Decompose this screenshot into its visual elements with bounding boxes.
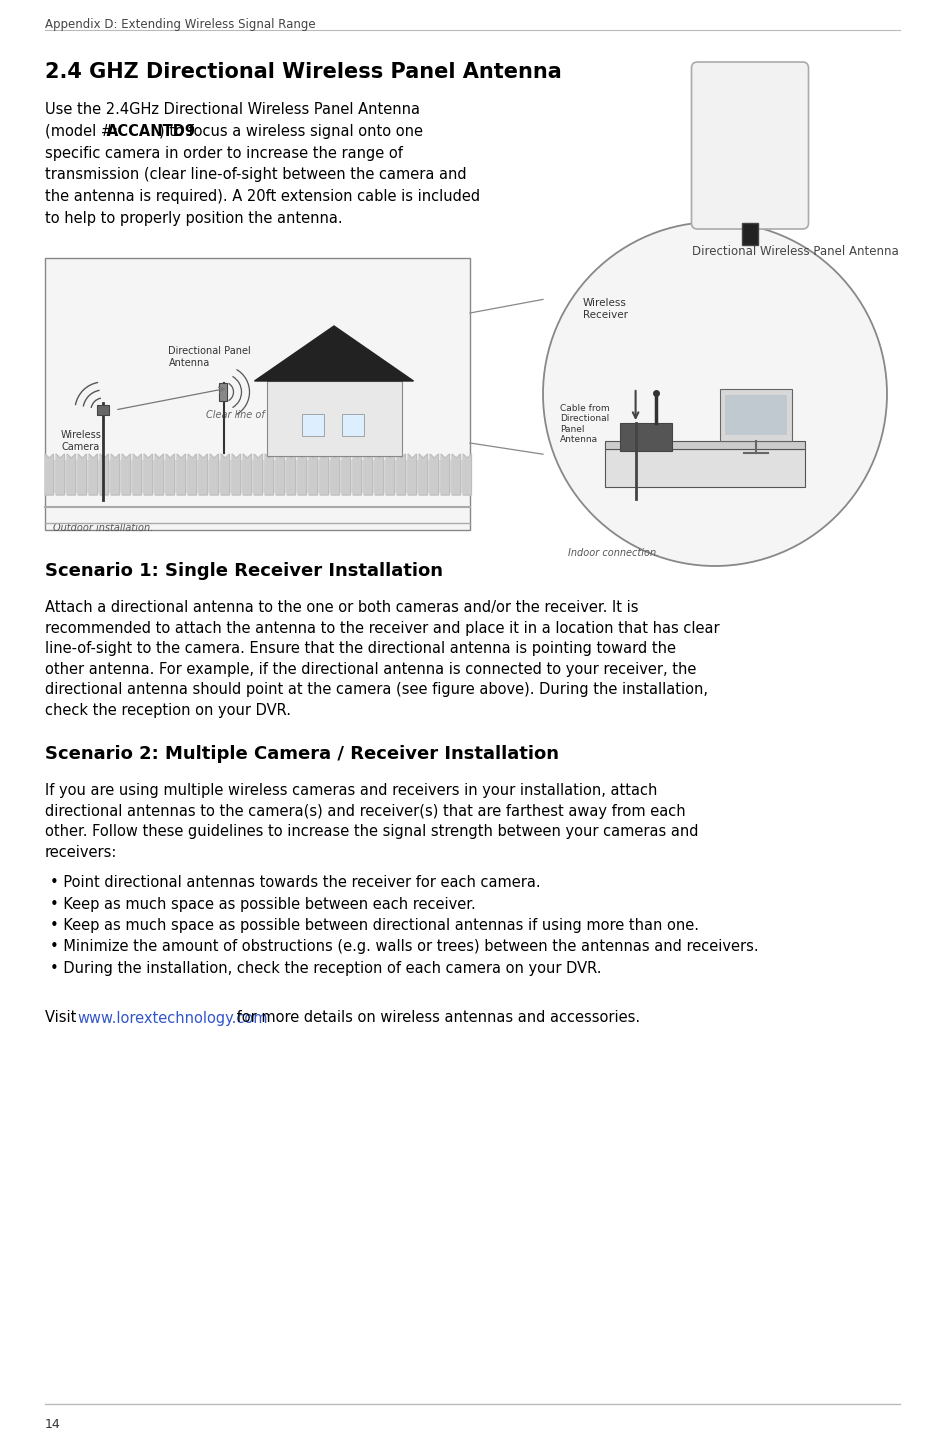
Polygon shape xyxy=(430,454,438,495)
Text: • Keep as much space as possible between each receiver.: • Keep as much space as possible between… xyxy=(50,896,475,912)
Text: Visit: Visit xyxy=(45,1011,81,1025)
Text: to help to properly position the antenna.: to help to properly position the antenna… xyxy=(45,211,343,225)
Bar xyxy=(266,381,401,457)
Text: (model #:: (model #: xyxy=(45,123,123,139)
Bar xyxy=(45,258,469,530)
Polygon shape xyxy=(287,454,295,495)
Polygon shape xyxy=(385,454,394,495)
Text: Directional Wireless Panel Antenna: Directional Wireless Panel Antenna xyxy=(692,246,899,258)
Text: 14: 14 xyxy=(45,1417,60,1432)
Polygon shape xyxy=(155,454,163,495)
Text: 2.4 GHZ Directional Wireless Panel Antenna: 2.4 GHZ Directional Wireless Panel Anten… xyxy=(45,62,561,82)
Bar xyxy=(342,414,363,437)
Polygon shape xyxy=(199,454,208,495)
Text: • During the installation, check the reception of each camera on your DVR.: • During the installation, check the rec… xyxy=(50,961,601,976)
Polygon shape xyxy=(330,454,339,495)
Text: • Point directional antennas towards the receiver for each camera.: • Point directional antennas towards the… xyxy=(50,875,540,890)
Polygon shape xyxy=(408,454,416,495)
Bar xyxy=(45,460,469,493)
Polygon shape xyxy=(89,454,97,495)
Text: recommended to attach the antenna to the receiver and place it in a location tha: recommended to attach the antenna to the… xyxy=(45,620,719,636)
Bar xyxy=(604,449,804,487)
Text: Wireless
Camera: Wireless Camera xyxy=(61,429,102,451)
Bar xyxy=(619,424,671,451)
Polygon shape xyxy=(110,454,119,495)
Polygon shape xyxy=(100,454,109,495)
Text: ) to focus a wireless signal onto one: ) to focus a wireless signal onto one xyxy=(159,123,423,139)
Text: Cable from
Directional
Panel
Antenna: Cable from Directional Panel Antenna xyxy=(560,404,609,444)
Text: for more details on wireless antennas and accessories.: for more details on wireless antennas an… xyxy=(232,1011,639,1025)
Polygon shape xyxy=(67,454,76,495)
Polygon shape xyxy=(143,454,152,495)
Bar xyxy=(741,223,757,246)
Polygon shape xyxy=(188,454,196,495)
Text: Use the 2.4GHz Directional Wireless Panel Antenna: Use the 2.4GHz Directional Wireless Pane… xyxy=(45,102,419,116)
Polygon shape xyxy=(166,454,175,495)
Polygon shape xyxy=(375,454,383,495)
Text: other. Follow these guidelines to increase the signal strength between your came: other. Follow these guidelines to increa… xyxy=(45,824,698,839)
FancyBboxPatch shape xyxy=(691,62,808,228)
Text: Scenario 2: Multiple Camera / Receiver Installation: Scenario 2: Multiple Camera / Receiver I… xyxy=(45,745,559,763)
Text: receivers:: receivers: xyxy=(45,844,117,860)
Polygon shape xyxy=(133,454,142,495)
Polygon shape xyxy=(210,454,218,495)
Polygon shape xyxy=(418,454,427,495)
Text: ACCANTD9: ACCANTD9 xyxy=(107,123,195,139)
Text: • Keep as much space as possible between directional antennas if using more than: • Keep as much space as possible between… xyxy=(50,918,699,933)
Bar xyxy=(219,383,228,401)
Polygon shape xyxy=(363,454,372,495)
Text: • Minimize the amount of obstructions (e.g. walls or trees) between the antennas: • Minimize the amount of obstructions (e… xyxy=(50,939,758,955)
Text: Wireless
Receiver: Wireless Receiver xyxy=(582,299,628,320)
Polygon shape xyxy=(221,454,229,495)
Polygon shape xyxy=(243,454,251,495)
Text: Clear line of sight: Clear line of sight xyxy=(207,411,293,419)
Polygon shape xyxy=(342,454,350,495)
Bar xyxy=(724,395,786,435)
Polygon shape xyxy=(463,454,471,495)
Bar xyxy=(97,405,109,415)
Text: If you are using multiple wireless cameras and receivers in your installation, a: If you are using multiple wireless camer… xyxy=(45,783,657,798)
Text: directional antennas to the camera(s) and receiver(s) that are farthest away fro: directional antennas to the camera(s) an… xyxy=(45,804,685,819)
Circle shape xyxy=(543,223,886,566)
Text: Directional Panel
Antenna: Directional Panel Antenna xyxy=(168,346,251,368)
Polygon shape xyxy=(177,454,185,495)
Bar xyxy=(302,414,324,437)
Polygon shape xyxy=(45,454,54,495)
Text: Outdoor installation.: Outdoor installation. xyxy=(53,523,153,533)
Text: Scenario 1: Single Receiver Installation: Scenario 1: Single Receiver Installation xyxy=(45,561,443,580)
Polygon shape xyxy=(276,454,284,495)
Polygon shape xyxy=(254,454,262,495)
Bar xyxy=(719,389,791,441)
Text: www.lorextechnology.com: www.lorextechnology.com xyxy=(76,1011,267,1025)
Bar xyxy=(604,441,804,449)
Polygon shape xyxy=(451,454,460,495)
Polygon shape xyxy=(297,454,306,495)
Text: Attach a directional antenna to the one or both cameras and/or the receiver. It : Attach a directional antenna to the one … xyxy=(45,600,638,615)
Text: Appendix D: Extending Wireless Signal Range: Appendix D: Extending Wireless Signal Ra… xyxy=(45,19,315,32)
Text: transmission (clear line-of-sight between the camera and: transmission (clear line-of-sight betwee… xyxy=(45,168,466,182)
Text: the antenna is required). A 20ft extension cable is included: the antenna is required). A 20ft extensi… xyxy=(45,190,480,204)
Polygon shape xyxy=(264,454,273,495)
Text: other antenna. For example, if the directional antenna is connected to your rece: other antenna. For example, if the direc… xyxy=(45,662,696,676)
Polygon shape xyxy=(78,454,87,495)
Text: Indoor connection.: Indoor connection. xyxy=(567,549,659,559)
Text: line-of-sight to the camera. Ensure that the directional antenna is pointing tow: line-of-sight to the camera. Ensure that… xyxy=(45,640,675,656)
Polygon shape xyxy=(441,454,449,495)
Polygon shape xyxy=(56,454,64,495)
Polygon shape xyxy=(232,454,240,495)
Text: directional antenna should point at the camera (see figure above). During the in: directional antenna should point at the … xyxy=(45,682,707,696)
Polygon shape xyxy=(254,326,413,381)
Text: specific camera in order to increase the range of: specific camera in order to increase the… xyxy=(45,145,402,161)
Polygon shape xyxy=(122,454,130,495)
Polygon shape xyxy=(396,454,405,495)
Polygon shape xyxy=(320,454,329,495)
Polygon shape xyxy=(309,454,317,495)
Polygon shape xyxy=(353,454,362,495)
Text: check the reception on your DVR.: check the reception on your DVR. xyxy=(45,702,291,718)
